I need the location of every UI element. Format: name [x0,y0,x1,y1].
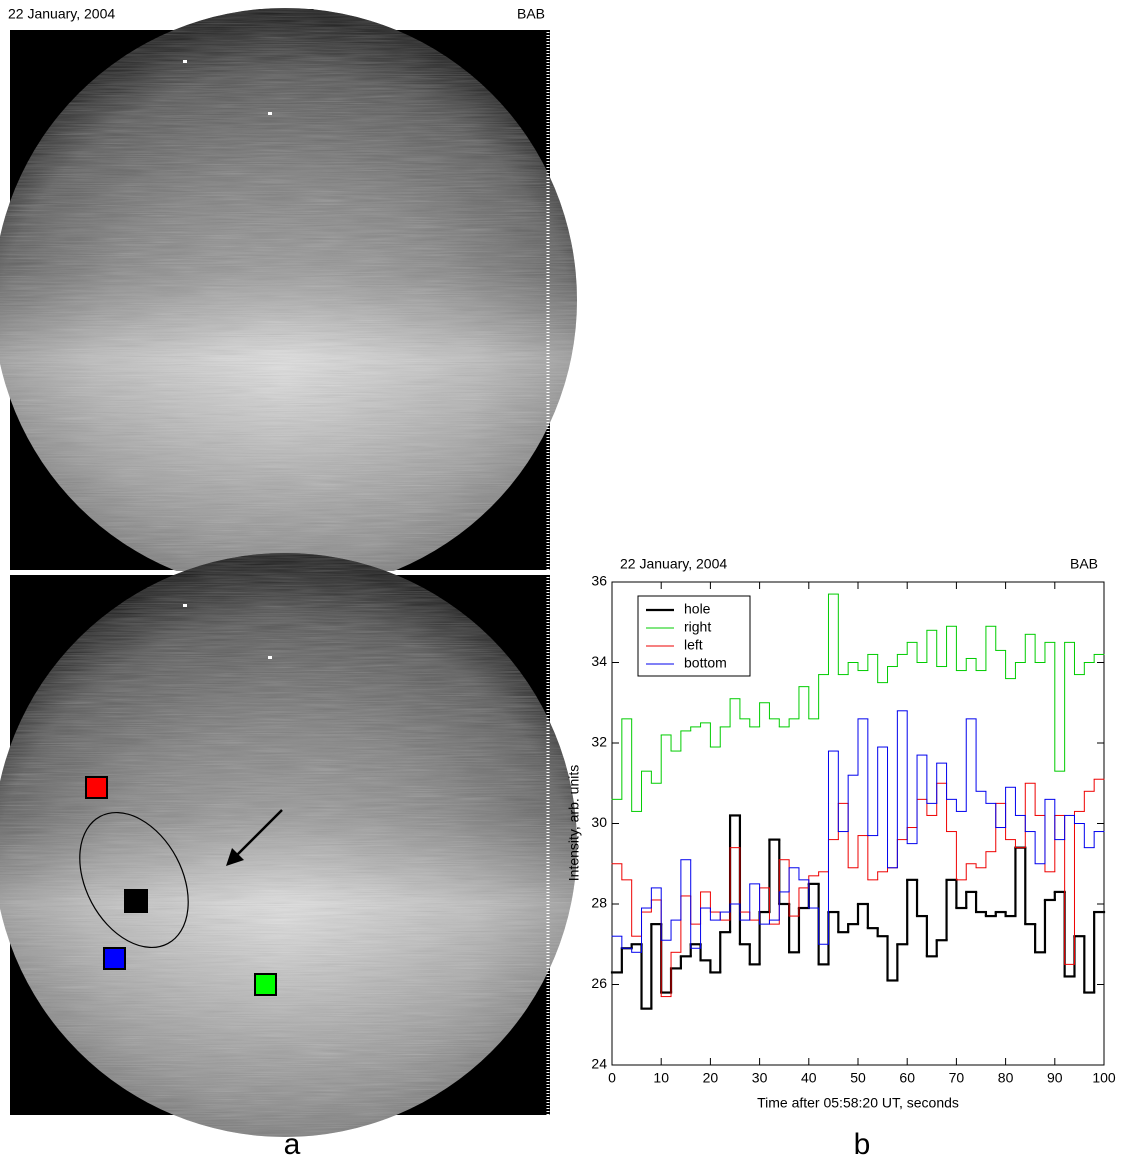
legend-label: bottom [684,655,727,671]
x-tick-label: 0 [608,1070,616,1086]
x-tick-label: 40 [801,1070,817,1086]
y-tick-label: 30 [591,814,607,830]
x-axis-label: Time after 05:58:20 UT, seconds [757,1095,959,1111]
image-date: 22 January, 2004 [8,6,115,22]
image-station: BAB [517,6,545,22]
series [611,778,1105,998]
panel-label: a [284,1128,301,1161]
x-tick-label: 50 [850,1070,866,1086]
y-tick-label: 32 [591,734,607,750]
legend-label: left [684,637,703,653]
solar-image-top [0,8,577,592]
x-tick-label: 100 [1092,1070,1116,1086]
panel-label: b [854,1128,871,1161]
x-tick-label: 30 [752,1070,768,1086]
y-tick-label: 36 [591,573,607,589]
chart-header-right: BAB [1070,556,1098,572]
x-tick-label: 90 [1047,1070,1063,1086]
x-tick-label: 20 [703,1070,719,1086]
x-tick-label: 60 [899,1070,915,1086]
y-tick-label: 34 [591,653,607,669]
legend-label: right [684,619,711,635]
series [611,710,1105,953]
y-axis-label: Intensity, arb. units [566,765,582,881]
x-tick-label: 80 [998,1070,1014,1086]
chart-header-left: 22 January, 2004 [620,556,727,572]
legend-label: hole [684,601,711,617]
y-tick-label: 24 [591,1056,607,1072]
solar-image-bottom [0,553,577,1137]
x-tick-label: 70 [949,1070,965,1086]
series [611,593,1105,812]
y-tick-label: 28 [591,895,607,911]
y-tick-label: 26 [591,975,607,991]
x-tick-label: 10 [653,1070,669,1086]
